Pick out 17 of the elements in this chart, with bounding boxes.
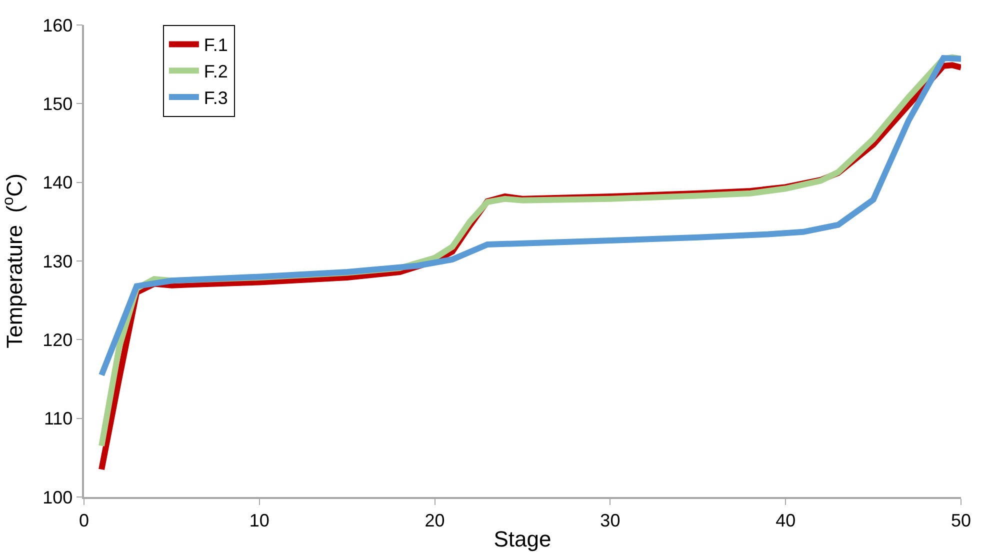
x-axis-title: Stage [494,526,552,552]
y-tick-label: 110 [44,408,73,429]
x-tick-label: 0 [78,510,90,530]
y-tick-label: 130 [42,251,73,272]
y-tick-label: 160 [42,15,73,36]
legend-label: F.2 [204,62,228,82]
x-tick-label: 20 [424,510,445,530]
x-tick-label: 30 [600,510,620,530]
x-tick-label: 40 [776,510,796,530]
x-tick-label: 10 [249,510,270,530]
legend-label: F.3 [204,88,228,108]
y-tick-label: 100 [42,487,73,508]
x-tick-label: 50 [950,510,972,530]
legend-label: F.1 [204,35,228,56]
y-tick-label: 120 [42,330,73,350]
y-tick-label: 140 [42,172,73,193]
y-tick-label: 150 [42,94,73,114]
